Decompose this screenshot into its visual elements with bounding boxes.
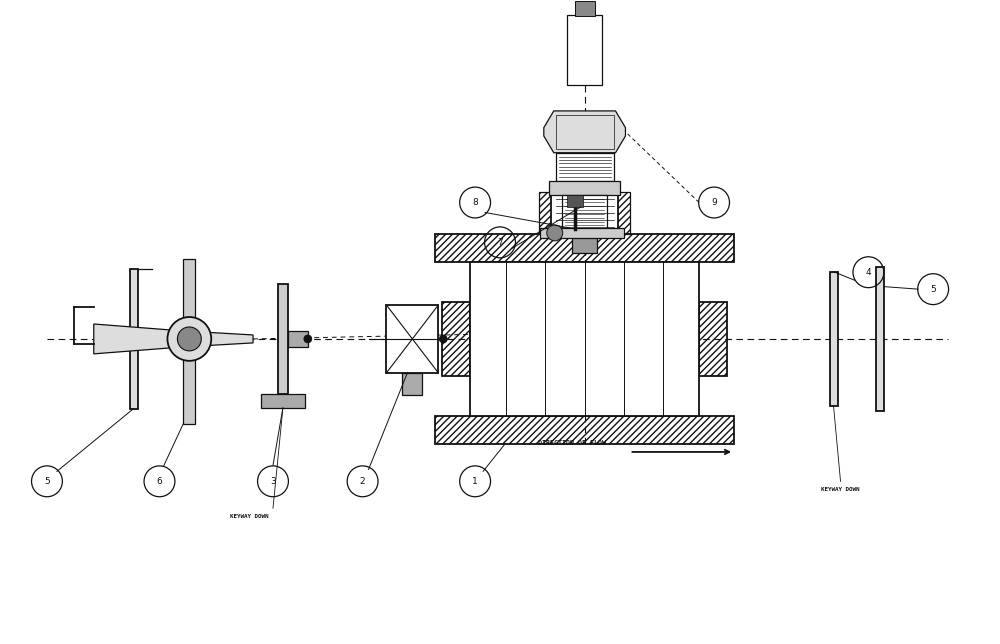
- Text: 2: 2: [360, 477, 365, 486]
- Polygon shape: [562, 194, 607, 229]
- Text: 7: 7: [497, 238, 503, 247]
- Polygon shape: [540, 228, 624, 238]
- Polygon shape: [183, 260, 195, 424]
- Text: 4: 4: [866, 268, 871, 277]
- Polygon shape: [130, 269, 138, 409]
- Polygon shape: [288, 331, 308, 347]
- Polygon shape: [278, 284, 288, 393]
- Circle shape: [304, 335, 312, 343]
- Text: KEYWAY DOWN: KEYWAY DOWN: [821, 488, 860, 492]
- Polygon shape: [544, 111, 625, 153]
- Polygon shape: [94, 324, 253, 354]
- Text: 5: 5: [44, 477, 50, 486]
- Text: 6: 6: [157, 477, 162, 486]
- Polygon shape: [549, 180, 620, 194]
- Text: 8: 8: [472, 198, 478, 207]
- Text: DIRECTION OF FLOW: DIRECTION OF FLOW: [538, 440, 606, 446]
- Circle shape: [177, 327, 201, 351]
- Text: 1: 1: [472, 477, 478, 486]
- Polygon shape: [567, 195, 583, 207]
- Circle shape: [547, 225, 563, 241]
- Polygon shape: [572, 236, 597, 253]
- Polygon shape: [575, 1, 595, 16]
- Polygon shape: [876, 267, 884, 411]
- Polygon shape: [551, 192, 618, 234]
- Polygon shape: [386, 305, 438, 373]
- Text: 9: 9: [711, 198, 717, 207]
- Polygon shape: [830, 272, 838, 406]
- Polygon shape: [470, 261, 699, 416]
- Polygon shape: [402, 373, 422, 395]
- Text: KEYWAY DOWN: KEYWAY DOWN: [230, 514, 268, 519]
- Polygon shape: [567, 15, 602, 85]
- Polygon shape: [556, 153, 614, 180]
- Circle shape: [167, 317, 211, 361]
- Circle shape: [439, 335, 447, 343]
- Text: 3: 3: [270, 477, 276, 486]
- Text: 5: 5: [930, 285, 936, 294]
- Polygon shape: [261, 393, 305, 408]
